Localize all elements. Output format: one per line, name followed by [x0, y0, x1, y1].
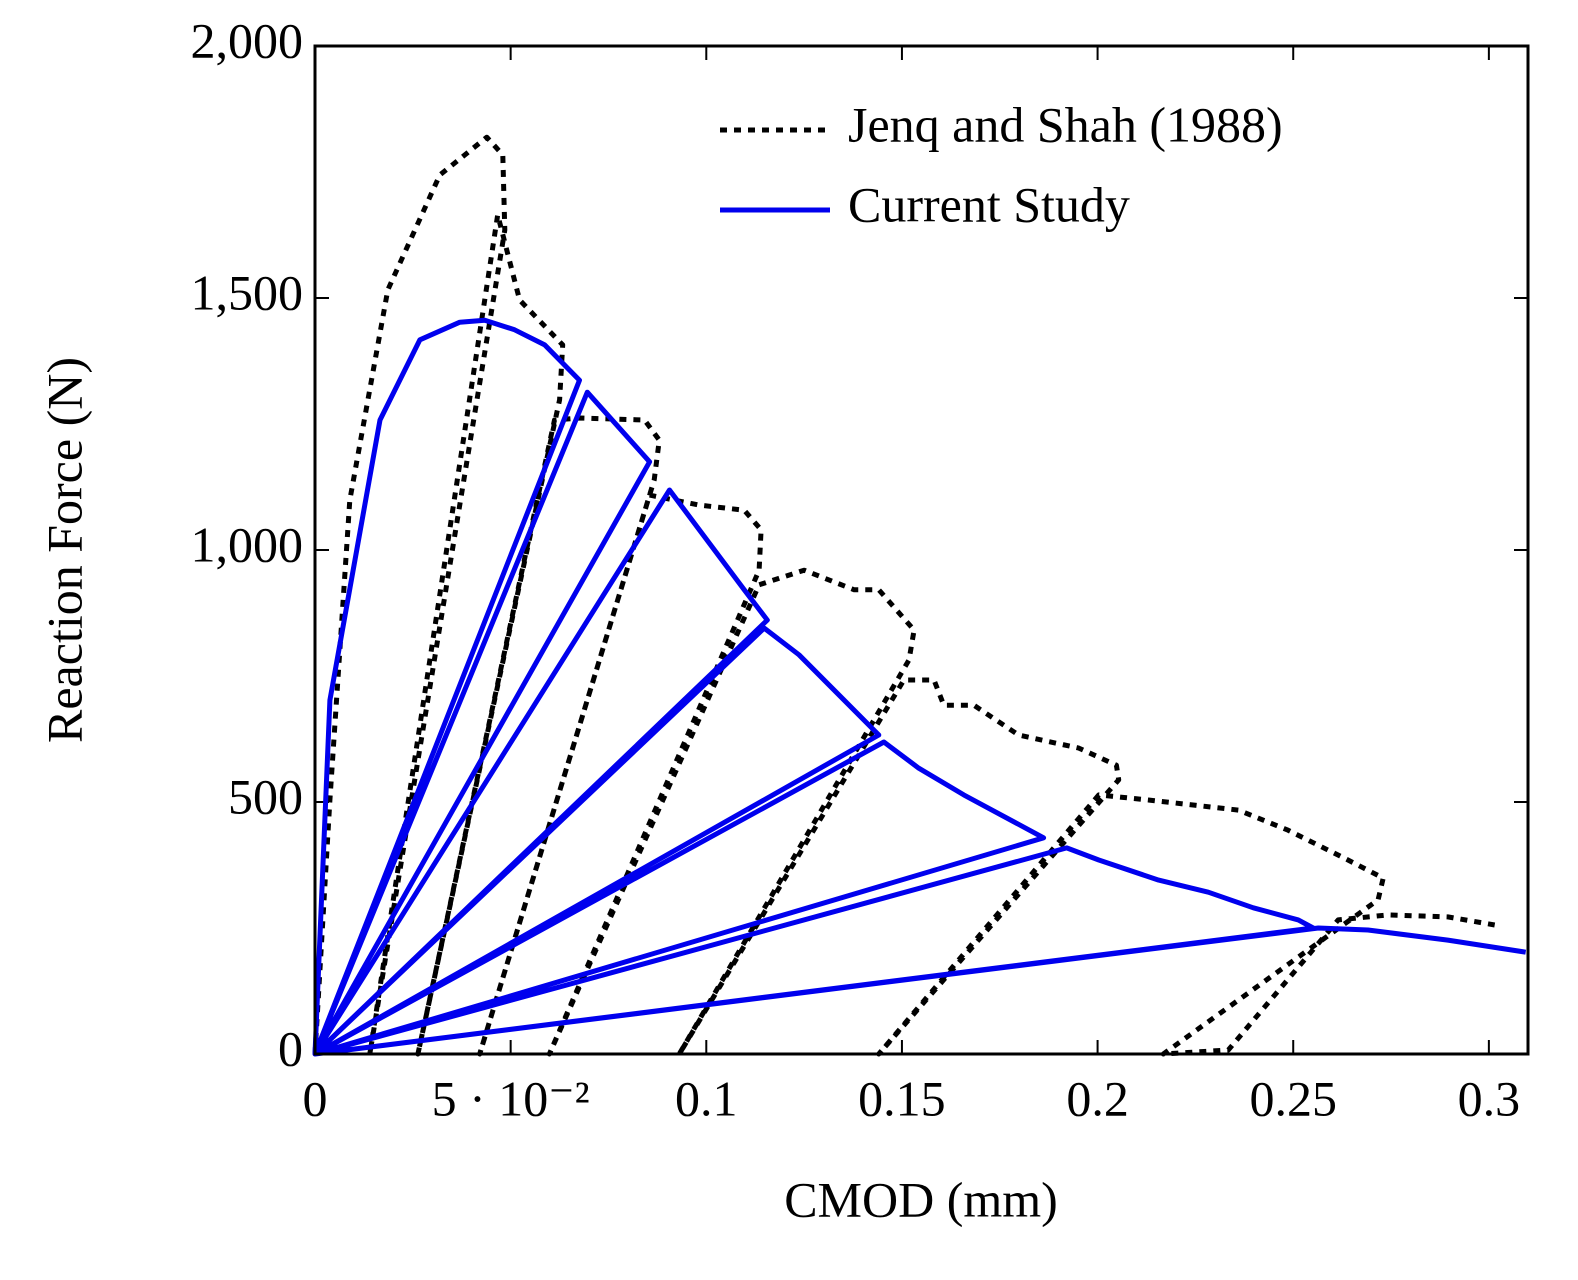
- y-tick-label: 1,000: [191, 516, 304, 572]
- x-tick-label: 5 · 10⁻²: [432, 1070, 590, 1126]
- y-axis-label: Reaction Force (N): [36, 357, 92, 743]
- y-tick-label: 0: [278, 1020, 303, 1076]
- x-tick-label: 0.15: [858, 1070, 946, 1126]
- x-tick-label: 0.3: [1458, 1070, 1521, 1126]
- x-tick-label: 0: [303, 1070, 328, 1126]
- x-tick-label: 0.2: [1066, 1070, 1129, 1126]
- data-line: [312, 134, 1496, 1057]
- y-tick-label: 2,000: [191, 12, 304, 68]
- data-line: [312, 317, 1527, 1057]
- legend-label: Jenq and Shah (1988): [848, 96, 1283, 152]
- x-tick-label: 0.1: [675, 1070, 738, 1126]
- y-tick-label: 1,500: [191, 264, 304, 320]
- y-tick-label: 500: [228, 768, 303, 824]
- plot-frame: [313, 44, 1530, 1056]
- x-axis-label: CMOD (mm): [784, 1171, 1058, 1227]
- legend-label: Current Study: [848, 176, 1130, 232]
- x-tick-label: 0.25: [1249, 1070, 1337, 1126]
